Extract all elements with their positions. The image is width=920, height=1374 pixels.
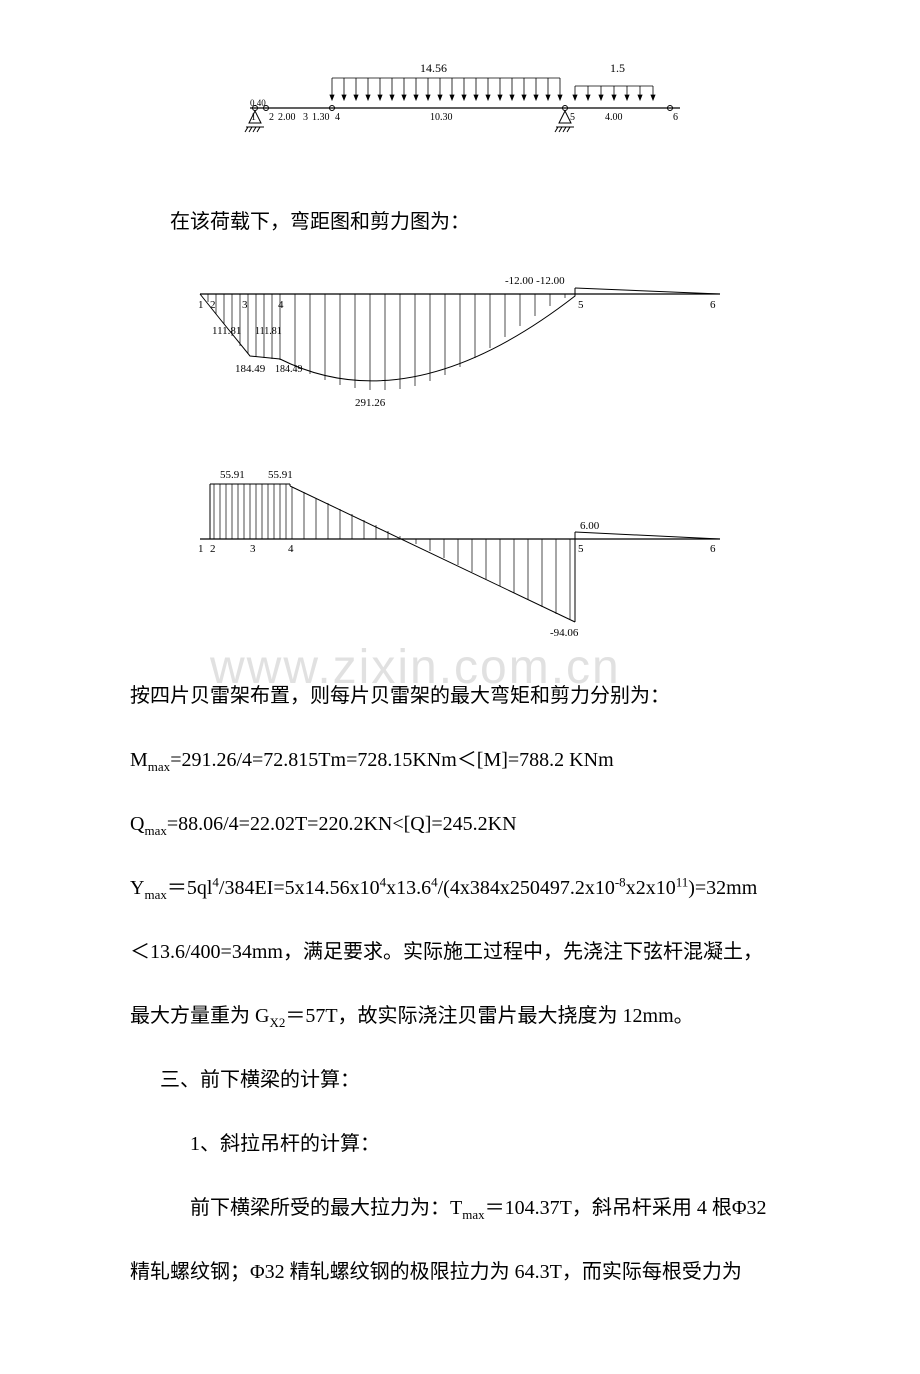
m-v2: 184.49 — [235, 363, 266, 375]
caption-load: 在该荷载下，弯距图和剪力图为： — [130, 200, 810, 244]
equation-m: Mmax=291.26/4=72.815Tm=728.15KNm＜[M]=788… — [130, 738, 810, 782]
eq3-m4: /(4x384x250497.2x10 — [438, 877, 615, 899]
m-node-5: 5 — [578, 299, 584, 311]
eq2-sub: max — [144, 823, 166, 838]
node-label-4: 4 — [335, 112, 340, 123]
m-v3: 184.49 — [275, 364, 303, 375]
shear-outline — [210, 484, 720, 622]
dim-5: 4.00 — [605, 112, 623, 123]
load-diagram: 14.56 1.5 — [240, 60, 810, 170]
m-v1: 111.81 — [212, 325, 241, 337]
m-node-6: 6 — [710, 299, 716, 311]
shear-hatch-neg — [416, 539, 570, 620]
shear-diagram: 55.91 55.91 6.00 -94.06 1 2 3 4 5 6 — [180, 454, 810, 644]
eq2-pre: Q — [130, 813, 144, 835]
shear-top-2: 55.91 — [268, 469, 293, 481]
dim-2: 2.00 — [278, 112, 296, 123]
paragraph-3b: 精轧螺纹钢；Φ32 精轧螺纹钢的极限拉力为 64.3T，而实际每根受力为 — [130, 1250, 810, 1294]
eq3-m2: /384EI=5x14.56x10 — [219, 877, 380, 899]
heading-3: 三、前下横梁的计算： — [130, 1058, 810, 1102]
node-label-3: 3 — [303, 112, 308, 123]
eq3-sub: max — [144, 887, 166, 902]
s-node-2: 2 — [210, 543, 216, 555]
node-label-5: 5 — [570, 112, 575, 123]
p3a-pre: 前下横梁所受的最大拉力为：T — [190, 1197, 462, 1219]
equation-y: Ymax＝5ql4/384EI=5x14.56x104x13.64/(4x384… — [130, 866, 810, 910]
equation-q: Qmax=88.06/4=22.02T=220.2KN<[Q]=245.2KN — [130, 802, 810, 846]
eq3-pre: Y — [130, 877, 144, 899]
dim-1: 0.40 — [250, 98, 266, 108]
shear-mid: 6.00 — [580, 520, 600, 532]
p2b-sub: X2 — [269, 1015, 285, 1030]
m-node-1: 1 — [198, 299, 204, 311]
paragraph-2b: 最大方量重为 GX2＝57T，故实际浇注贝雷片最大挠度为 12mm。 — [130, 994, 810, 1038]
eq1-sub: max — [148, 759, 170, 774]
shear-hatch-pos — [214, 484, 400, 539]
moment-diagram: -12.00 -12.00 — [180, 264, 810, 424]
node-label-6: 6 — [673, 112, 678, 123]
s-node-3: 3 — [250, 543, 256, 555]
s-node-5: 5 — [578, 543, 584, 555]
dim-4: 10.30 — [430, 112, 453, 123]
moment-hatch — [208, 294, 565, 390]
p2b-rest: ＝57T，故实际浇注贝雷片最大挠度为 12mm。 — [285, 1005, 693, 1027]
moment-top-label: -12.00 -12.00 — [505, 275, 565, 287]
eq2-rest: =88.06/4=22.02T=220.2KN<[Q]=245.2KN — [167, 813, 517, 835]
s-node-4: 4 — [288, 543, 294, 555]
p3a-rest: ＝104.37T，斜吊杆采用 4 根Φ32 — [485, 1197, 767, 1219]
m-node-4: 4 — [278, 299, 284, 311]
p2b-pre: 最大方量重为 G — [130, 1005, 269, 1027]
m-node-3: 3 — [242, 299, 248, 311]
node-label-2: 2 — [269, 112, 274, 123]
eq3-m3: x13.6 — [386, 877, 431, 899]
heading-3-1: 1、斜拉吊杆的计算： — [130, 1122, 810, 1166]
eq3-m5: x2x10 — [626, 877, 676, 899]
paragraph-1: 按四片贝雷架布置，则每片贝雷架的最大弯矩和剪力分别为： — [130, 674, 810, 718]
node-label-1: 1 — [251, 112, 256, 123]
shear-bottom: -94.06 — [550, 627, 579, 639]
eq1-pre: M — [130, 749, 148, 771]
eq3-s4: -8 — [615, 874, 626, 889]
dim-3: 1.30 — [312, 112, 330, 123]
paragraph-2a: ＜13.6/400=34mm，满足要求。实际施工过程中，先浇注下弦杆混凝土， — [130, 930, 810, 974]
eq3-s5: 11 — [676, 874, 689, 889]
load-arrows-1 — [330, 78, 562, 100]
document-page: www.zixin.com.cn 14.56 1.5 — [0, 0, 920, 1374]
paragraph-3a: 前下横梁所受的最大拉力为：Tmax＝104.37T，斜吊杆采用 4 根Φ32 — [130, 1186, 810, 1230]
eq3-m1: ＝5ql — [167, 877, 213, 899]
load-value-2: 1.5 — [610, 61, 625, 75]
p3a-sub: max — [462, 1207, 484, 1222]
eq3-m6: )=32mm — [688, 877, 757, 899]
m-v1b: 111.81 — [255, 326, 282, 337]
eq1-rest: =291.26/4=72.815Tm=728.15KNm＜[M]=788.2 K… — [170, 749, 613, 771]
s-node-6: 6 — [710, 543, 716, 555]
s-node-1: 1 — [198, 543, 204, 555]
load-value-1: 14.56 — [420, 61, 447, 75]
shear-top-1: 55.91 — [220, 469, 245, 481]
m-node-2: 2 — [210, 299, 216, 311]
m-peak: 291.26 — [355, 397, 386, 409]
load-arrows-2 — [573, 86, 655, 100]
